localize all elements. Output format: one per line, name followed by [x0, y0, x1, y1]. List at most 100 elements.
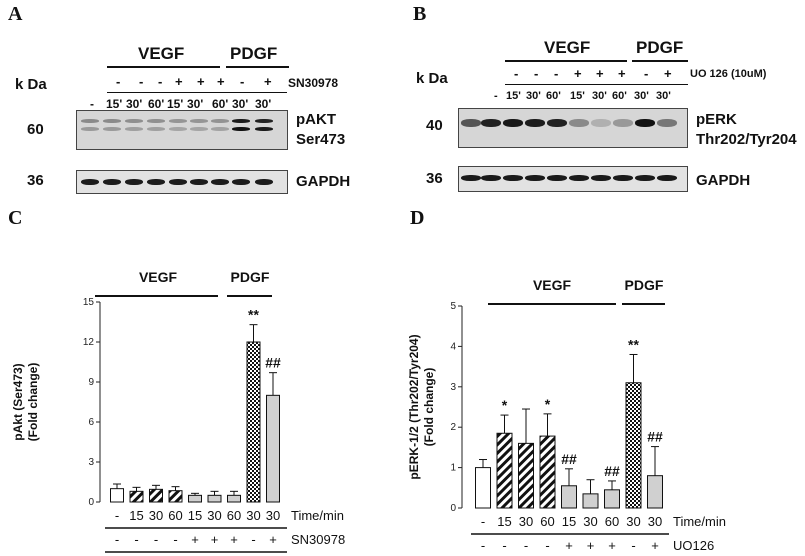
- panel-a-inhibitor-sign-7: +: [264, 74, 272, 89]
- panel-b-gapdh-blot: [458, 166, 688, 192]
- panel-a-vegf-line: [107, 66, 220, 68]
- panel-d-inhibitor-name: UO126: [673, 538, 714, 553]
- panel-d-x-title: Time/min: [673, 514, 726, 529]
- panel-a-pakt-band-top-8: [255, 119, 273, 123]
- panel-d-category-label-5: 30: [583, 514, 597, 529]
- panel-b-gapdh-band-9: [657, 175, 677, 181]
- panel-b-gapdh-band-0: [461, 175, 481, 181]
- panel-d-group-label-pdgf: PDGF: [625, 277, 664, 293]
- panel-d-inhibitor-sign-7: -: [631, 538, 635, 553]
- panel-b-gapdh-band-1: [481, 175, 501, 181]
- panel-c-inhibitor-sign-6: +: [230, 532, 238, 547]
- panel-a-inhibitor-sign-6: -: [240, 74, 245, 89]
- panel-d-annotation-4: ##: [561, 451, 577, 467]
- panel-b-label: B: [413, 3, 427, 25]
- panel-b-kda-label: k Da: [416, 70, 448, 87]
- panel-c-y-label-line-0: pAkt (Ser473): [11, 363, 25, 440]
- panel-b-mw-ctrl: 36: [426, 170, 443, 187]
- panel-d-category-label-0: -: [481, 514, 485, 529]
- panel-d-inhibitor-sign-1: -: [502, 538, 506, 553]
- panel-c-category-label-2: 30: [149, 508, 163, 523]
- panel-a-inhibitor-sign-0: -: [116, 74, 121, 89]
- panel-c-y-tick-label-2: 6: [88, 417, 94, 428]
- panel-b-gapdh-band-8: [635, 175, 655, 181]
- panel-b-gapdh-band-6: [591, 175, 611, 181]
- panel-b-time-2: 30': [526, 90, 541, 102]
- panel-d-inhibitor-sign-3: -: [545, 538, 549, 553]
- panel-a-vegf-label: VEGF: [138, 44, 185, 63]
- panel-a-gapdh-band-3: [147, 179, 165, 185]
- panel-a-time-6: 60': [212, 97, 229, 111]
- panel-c-inhibitor-sign-4: +: [191, 532, 199, 547]
- panel-d-inhibitor-sign-2: -: [524, 538, 528, 553]
- panel-c-inhibitor-sign-0: -: [115, 532, 119, 547]
- panel-d-annotation-7: **: [628, 336, 639, 352]
- panel-d-y-tick-label-3: 3: [450, 382, 456, 393]
- panel-a-pakt-band-top-7: [232, 119, 250, 123]
- panel-c-bar-0: [110, 488, 124, 503]
- panel-c-category-label-5: 30: [207, 508, 221, 523]
- panel-a-time-0: -: [90, 97, 94, 111]
- panel-b-inhibitor-underline: [505, 84, 688, 85]
- panel-d-y-tick-label-2: 2: [450, 422, 456, 433]
- panel-c-label: C: [8, 207, 23, 229]
- panel-b-perk-band-5: [569, 119, 589, 127]
- panel-c-inhibitor-sign-5: +: [211, 532, 219, 547]
- panel-b-inhibitor-sign-6: -: [644, 66, 649, 81]
- panel-b-perk-band-3: [525, 119, 545, 127]
- panel-d-category-label-3: 60: [540, 514, 554, 529]
- panel-a-pakt-band-top-0: [81, 119, 99, 123]
- panel-c-category-label-8: 30: [266, 508, 280, 523]
- panel-a-inhibitor-sign-5: +: [217, 74, 225, 89]
- panel-c-y-tick-label-4: 12: [83, 337, 95, 348]
- panel-a-protein-main-line1: pAKT: [296, 111, 336, 128]
- panel-d-y-tick-label-0: 0: [450, 503, 456, 514]
- panel-a-inhibitor-sign-2: -: [158, 74, 163, 89]
- panel-b-mw-main: 40: [426, 117, 443, 134]
- panel-a-mw-ctrl: 36: [27, 172, 44, 189]
- panel-d-bar-4: [561, 485, 577, 509]
- panel-b-pdgf-line: [632, 60, 688, 62]
- panel-c-bar-7: [246, 341, 261, 503]
- panel-d-annotation-3: *: [545, 396, 551, 412]
- panel-b-perk-band-7: [613, 119, 633, 127]
- panel-a-pakt-band-bottom-4: [169, 127, 187, 131]
- panel-a-protein-main: pAKT Ser473: [296, 110, 345, 150]
- panel-a-time-1: 15': [106, 97, 123, 111]
- panel-b-inhibitor-sign-1: -: [534, 66, 539, 81]
- panel-a-pakt-band-top-6: [211, 119, 229, 123]
- panel-c-bar-5: [207, 494, 222, 503]
- panel-a-label: A: [8, 3, 23, 25]
- panel-a-gapdh-band-4: [169, 179, 187, 185]
- panel-d-bar-0: [475, 467, 491, 509]
- panel-a-gapdh-band-8: [255, 179, 273, 185]
- panel-b-protein-ctrl: GAPDH: [696, 172, 751, 189]
- panel-c-inhibitor-sign-8: +: [269, 532, 277, 547]
- panel-d-y-label-line-1: (Fold change): [422, 368, 436, 447]
- panel-c-bar-6: [227, 494, 241, 503]
- panel-a-pakt-band-bottom-5: [190, 127, 208, 131]
- panel-a-gapdh-blot: [76, 170, 288, 194]
- panel-c-bar-2: [149, 488, 163, 503]
- panel-b-time-0: -: [494, 90, 498, 102]
- panel-a-pakt-band-bottom-2: [125, 127, 143, 131]
- panel-d-label: D: [410, 207, 425, 229]
- panel-c-bar-4: [188, 494, 202, 503]
- panel-c-inhibitor-sign-7: -: [251, 532, 255, 547]
- panel-d-inhibitor-sign-6: +: [608, 538, 616, 553]
- panel-a-pakt-band-top-1: [103, 119, 121, 123]
- panel-b-pdgf-label: PDGF: [636, 38, 684, 57]
- panel-c-inhibitor-name: SN30978: [291, 532, 345, 547]
- panel-d-category-label-1: 15: [497, 514, 511, 529]
- panel-a-time-3: 60': [148, 97, 165, 111]
- panel-b-time-4: 15': [570, 90, 585, 102]
- panel-a-time-2: 30': [126, 97, 143, 111]
- panel-a-pakt-blot: [76, 110, 288, 150]
- panel-d-category-label-6: 60: [605, 514, 619, 529]
- panel-a-pakt-band-top-5: [190, 119, 208, 123]
- panel-b-time-6: 60': [612, 90, 627, 102]
- panel-d-bar-5: [582, 493, 599, 509]
- panel-a-gapdh-band-2: [125, 179, 143, 185]
- panel-b-time-8: 30': [656, 90, 671, 102]
